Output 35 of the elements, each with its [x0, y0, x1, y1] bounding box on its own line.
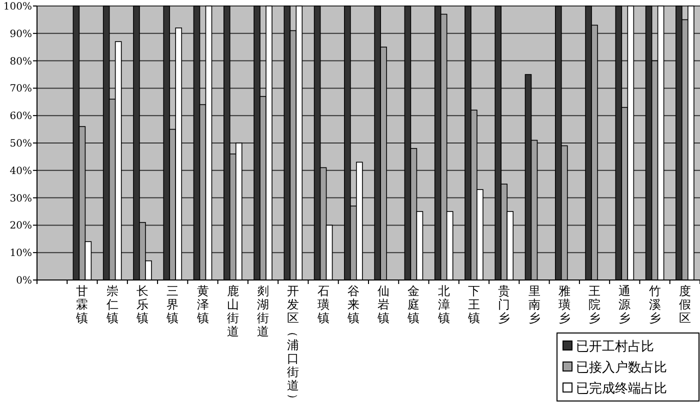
x-tick-label: 石璜镇	[316, 284, 330, 325]
y-tick-label: 70%	[10, 84, 32, 95]
y-tick-label: 20%	[10, 220, 32, 232]
x-tick-label: 甘霖镇	[75, 284, 88, 325]
x-tick-label: 仙岩镇	[376, 284, 390, 325]
x-tick-label: 雅璜乡	[558, 284, 570, 325]
x-tick-label: 鹿山街道	[226, 284, 239, 338]
x-tick-label: 通源乡	[618, 284, 631, 325]
x-tick-label: 度假区	[678, 284, 691, 325]
y-tick-label: 30%	[10, 193, 32, 204]
y-tick-label: 0%	[16, 276, 32, 286]
y-tick-label: 60%	[10, 111, 32, 122]
x-tick-label: 金庭镇	[406, 284, 420, 325]
x-tick-label: 谷来镇	[346, 284, 360, 325]
x-tick-label: 北漳镇	[436, 284, 450, 325]
x-tick-label: 竹溪乡	[648, 284, 661, 325]
legend-label: 已接入户数占比	[576, 360, 667, 376]
x-tick-label: 剡湖街道	[257, 284, 270, 338]
x-tick-label: 里南乡	[528, 284, 540, 325]
legend-label: 已完成终端占比	[576, 380, 667, 397]
x-tick-label: 崇仁镇	[105, 284, 118, 325]
y-tick-label: 40%	[10, 166, 32, 177]
x-tick-label: 三界镇	[166, 284, 179, 325]
x-tick-label: 贵门乡	[498, 284, 510, 325]
category-label: 开发区（浦口街道）	[286, 284, 300, 404]
x-tick-label: 王院乡	[588, 284, 601, 325]
y-tick-label: 80%	[10, 56, 32, 68]
x-tick-label: 长乐镇	[135, 284, 148, 325]
y-tick-label: 90%	[10, 28, 32, 40]
x-tick-label: 黄泽镇	[196, 284, 209, 325]
y-tick-label: 50%	[10, 138, 32, 150]
y-tick-label: 10%	[10, 248, 32, 260]
y-tick-label: 100%	[3, 2, 32, 12]
legend-label: 已开工村占比	[576, 340, 654, 355]
x-tick-label: 下王镇	[466, 284, 480, 325]
